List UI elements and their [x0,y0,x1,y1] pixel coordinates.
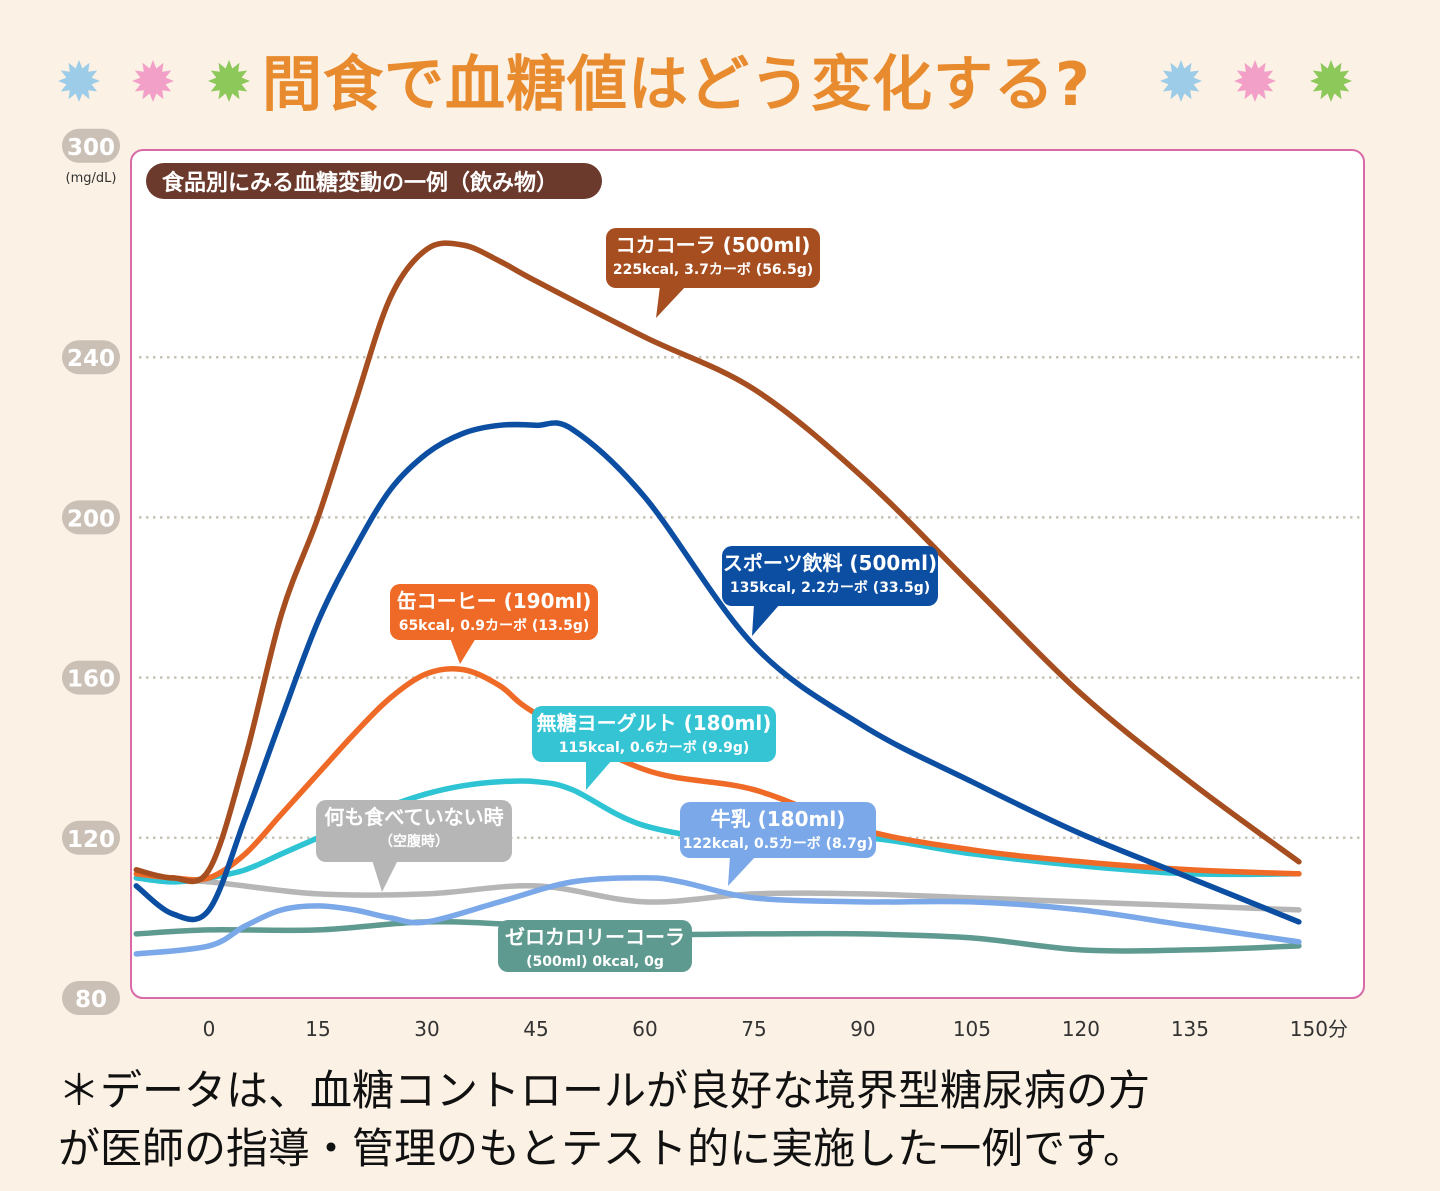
y-tick-200: 200 [62,500,120,535]
x-tick-label: 30 [414,1017,439,1041]
subtitle-text: 食品別にみる血糖変動の一例（飲み物） [162,170,558,196]
y-tick-label: 120 [67,827,115,853]
starburst-icon [1160,60,1202,102]
y-tick-80: 80 [62,981,120,1015]
series-sports-drink-line [133,420,1302,925]
series-detail: 135kcal, 2.2カーボ (33.5g) [730,580,930,596]
series-detail: 225kcal, 3.7カーボ (56.5g) [613,262,813,278]
x-tick-label: 60 [632,1017,657,1041]
series-coca-cola-line [133,240,1302,885]
callout-box [532,706,776,762]
series-detail: 65kcal, 0.9カーボ (13.5g) [399,618,590,634]
starburst-icon [132,60,174,102]
callout-box [390,584,598,640]
y-tick-badge [62,128,120,163]
x-tick-label: 150分 [1290,1017,1348,1041]
callout-tail [372,860,398,892]
callout-tail [450,638,476,664]
series-detail: （空腹時） [379,833,449,850]
callout-box [606,228,820,288]
y-tick-label: 160 [67,667,115,693]
series-zero-cola-label: ゼロカロリーコーラ (500ml) 0kcal, 0g [498,920,692,972]
series-detail: 122kcal, 0.5カーボ (8.7g) [683,836,874,852]
series-coca-cola-label: コカコーラ (500ml) 225kcal, 3.7カーボ (56.5g) [606,228,820,318]
callout-box [498,920,692,972]
x-tick-label: 135 [1171,1017,1209,1041]
y-tick-badge [62,500,120,535]
starburst-icon [58,60,100,102]
callout-tail [586,760,612,790]
series-detail: 115kcal, 0.6カーボ (9.9g) [559,740,750,756]
series-canned-coffee-label: 缶コーヒー (190ml) 65kcal, 0.9カーボ (13.5g) [390,584,598,664]
callout-tail [656,286,686,318]
starburst-icon [1310,60,1352,102]
x-tick-label: 75 [741,1017,766,1041]
y-tick-300: 300 [62,128,120,163]
x-tick-label: 15 [305,1017,330,1041]
starburst-icon [1234,60,1276,102]
y-tick-160: 160 [62,660,120,695]
y-tick-120: 120 [62,820,120,855]
title-row: 間食で血糖値はどう変化する? [0,18,1440,120]
callout-tail [752,604,780,636]
series-detail: (500ml) 0kcal, 0g [526,954,664,970]
series-name: 缶コーヒー (190ml) [397,589,592,613]
x-tick-label: 0 [203,1017,216,1041]
x-tick-label: 90 [850,1017,875,1041]
series-name: スポーツ飲料 (500ml) [723,551,937,575]
footnote: ＊データは、血糖コントロールが良好な境界型糖尿病の方 が医師の指導・管理のもとテ… [58,1062,1418,1178]
x-tick-label: 105 [953,1017,991,1041]
series-milk-label: 牛乳 (180ml) 122kcal, 0.5カーボ (8.7g) [680,802,876,886]
x-tick-label: 120 [1062,1017,1100,1041]
y-tick-label: 80 [75,987,107,1013]
footnote-line-2: が医師の指導・管理のもとテスト的に実施した一例です。 [58,1124,1145,1173]
starburst-icon [208,60,250,102]
x-tick-label: 45 [523,1017,548,1041]
y-tick-badge [62,340,120,375]
series-unsweetened-yogurt-line [133,778,1302,885]
y-tick-badge [62,981,120,1015]
series-fasting-label: 何も食べていない時 （空腹時） [316,800,512,892]
page-title: 間食で血糖値はどう変化する? [262,50,1091,120]
y-tick-240: 240 [62,340,120,375]
series-zero-cola-line [133,919,1302,954]
callout-box [722,546,938,606]
series-name: 何も食べていない時 [324,805,503,829]
series-unsweetened-yogurt-label: 無糖ヨーグルト (180ml) 115kcal, 0.6カーボ (9.9g) [532,706,776,790]
series-sports-drink-label: スポーツ飲料 (500ml) 135kcal, 2.2カーボ (33.5g) [722,546,938,636]
callout-tail [728,856,756,886]
y-tick-badge [62,660,120,695]
chart-subtitle: 食品別にみる血糖変動の一例（飲み物） [146,163,602,199]
series-name: 牛乳 (180ml) [711,807,846,831]
series-fasting-line [133,875,1302,913]
series-name: 無糖ヨーグルト (180ml) [537,711,772,735]
callout-box [680,802,876,858]
subtitle-pill [146,163,602,199]
footnote-line-1: ＊データは、血糖コントロールが良好な境界型糖尿病の方 [58,1066,1151,1115]
series-canned-coffee-line [133,665,1302,883]
y-tick-label: 200 [67,506,115,532]
blood-sugar-chart: 80 120 160 200 240 300 (mg/dL) 0 15 30 45 60 75 90 105… [62,128,1365,1041]
series-name: コカコーラ (500ml) [616,233,811,257]
y-tick-badge [62,820,120,855]
y-tick-label: 240 [67,346,115,372]
series-name: ゼロカロリーコーラ [505,925,685,949]
callout-box [316,800,512,862]
series-milk-line [133,875,1302,957]
y-axis-unit: (mg/dL) [66,171,117,186]
y-tick-label: 300 [67,135,115,161]
